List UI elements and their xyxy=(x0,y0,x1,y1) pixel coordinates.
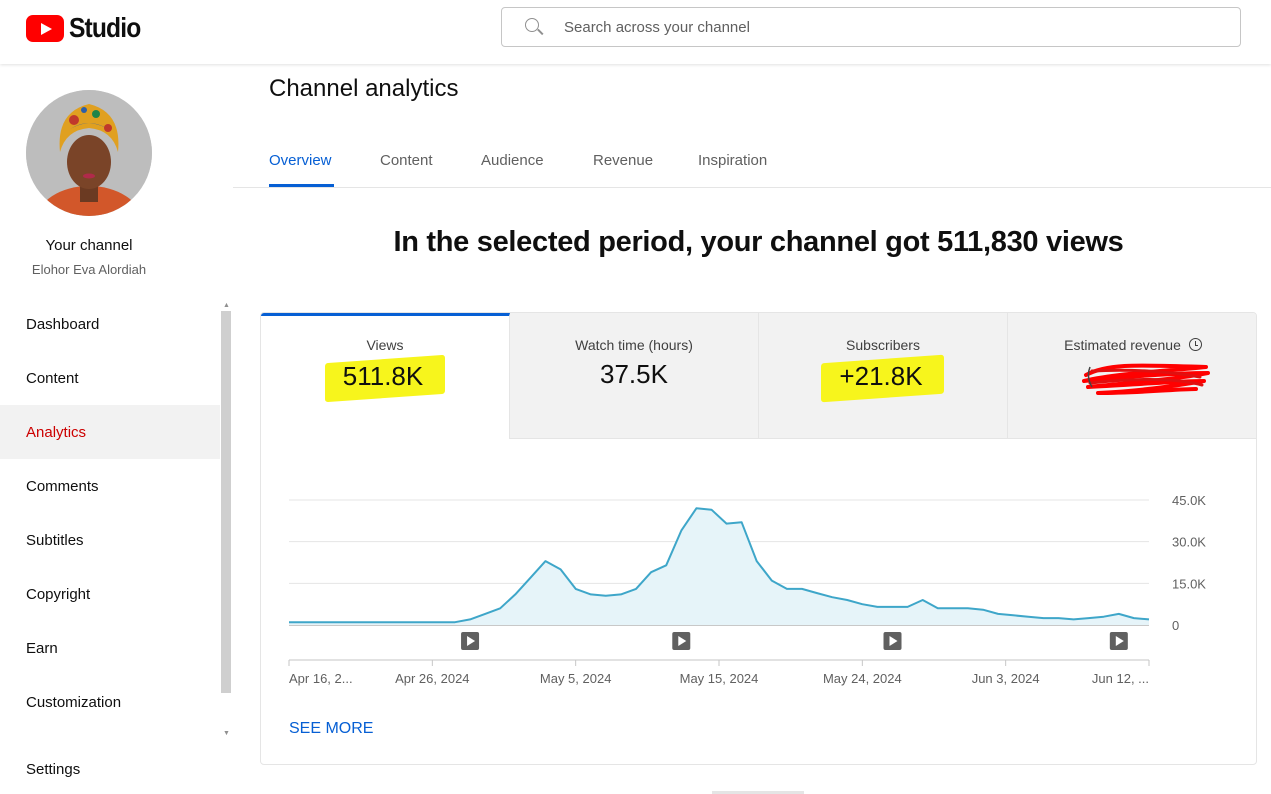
sidebar-item-customization[interactable]: Customization xyxy=(0,675,220,729)
sidebar-item-label: Customization xyxy=(26,693,122,711)
x-tick-label: Apr 16, 2... xyxy=(289,671,353,686)
scroll-up-arrow-icon[interactable]: ▲ xyxy=(223,302,230,309)
views-line xyxy=(289,507,1150,624)
page-title: Channel analytics xyxy=(269,75,459,102)
metric-label: Estimated revenue xyxy=(1064,337,1181,353)
sidebar-scrollbar[interactable] xyxy=(221,311,231,693)
headline: In the selected period, your channel got… xyxy=(393,226,1124,258)
sidebar-item-label: Copyright xyxy=(26,585,91,603)
search-icon[interactable] xyxy=(524,17,544,37)
sidebar-item-earn[interactable]: Earn xyxy=(0,621,220,675)
metric-label: Views xyxy=(366,337,404,353)
sidebar-item-label: Settings xyxy=(26,760,81,778)
tab-revenue[interactable]: Revenue xyxy=(593,152,654,169)
sidebar-item-label: Comments xyxy=(26,477,99,495)
see-more-button[interactable]: SEE MORE xyxy=(289,720,374,737)
sidebar-item-settings[interactable]: Settings xyxy=(0,742,220,794)
play-icon xyxy=(889,636,898,646)
sidebar-item-comments[interactable]: Comments xyxy=(0,459,220,513)
x-tick-label: May 5, 2024 xyxy=(540,671,612,686)
clock-icon[interactable] xyxy=(1188,338,1202,351)
metric-value: 511.8K xyxy=(342,361,424,391)
metric-watch-time[interactable]: Watch time (hours) 37.5K xyxy=(510,313,759,439)
analytics-tabs: Overview Content Audience Revenue Inspir… xyxy=(233,140,1271,188)
youtube-play-icon xyxy=(26,14,64,42)
sidebar-item-label: Analytics xyxy=(26,423,87,441)
avatar-image xyxy=(26,90,152,216)
highlight-mark: 511.8K xyxy=(325,359,445,398)
x-tick-label: Jun 12, ... xyxy=(1092,671,1149,686)
tab-content[interactable]: Content xyxy=(380,152,433,169)
sidebar-item-label: Dashboard xyxy=(26,315,100,333)
sidebar-item-content[interactable]: Content xyxy=(0,351,220,405)
sidebar-item-label: Content xyxy=(26,369,79,387)
search-bar[interactable] xyxy=(501,7,1241,47)
metric-value: +21.8K xyxy=(839,361,923,391)
sidebar-item-label: Subtitles xyxy=(26,531,84,549)
bottom-scroll-indicator xyxy=(712,791,804,794)
y-tick-label: 30.0K xyxy=(1172,535,1206,550)
play-icon xyxy=(467,636,476,646)
metric-value-wrap: +21.8K xyxy=(759,359,1007,398)
sidebar-item-subtitles[interactable]: Subtitles xyxy=(0,513,220,567)
tab-overview[interactable]: Overview xyxy=(269,152,332,169)
tab-audience[interactable]: Audience xyxy=(481,152,544,169)
metric-label-wrap: Estimated revenue xyxy=(1008,337,1256,353)
sidebar-item-copyright[interactable]: Copyright xyxy=(0,567,220,621)
sidebar-item-dashboard[interactable]: Dashboard xyxy=(0,297,220,351)
x-tick-label: May 24, 2024 xyxy=(823,671,902,686)
search-input[interactable] xyxy=(564,18,1204,36)
y-tick-label: 0 xyxy=(1172,618,1179,633)
play-icon xyxy=(678,636,687,646)
sidebar-item-analytics[interactable]: Analytics xyxy=(0,405,220,459)
metric-label: Subscribers xyxy=(846,337,920,353)
top-header: Studio xyxy=(0,0,1271,64)
metric-value: 37.5K xyxy=(600,359,668,389)
overview-card: Views 511.8K Watch time (hours) 37.5K Su… xyxy=(260,312,1257,765)
metric-views[interactable]: Views 511.8K xyxy=(261,313,510,439)
your-channel-label: Your channel xyxy=(45,237,133,254)
scroll-down-arrow-icon[interactable]: ▼ xyxy=(223,730,230,737)
logo-text: Studio xyxy=(69,12,141,43)
metric-label: Watch time (hours) xyxy=(575,337,693,353)
y-tick-label: 45.0K xyxy=(1172,493,1206,508)
avatar[interactable] xyxy=(26,90,152,216)
sidebar-item-label: Earn xyxy=(26,639,58,657)
active-tab-indicator xyxy=(269,184,334,187)
tab-inspiration[interactable]: Inspiration xyxy=(698,152,768,169)
views-area xyxy=(289,508,1149,625)
highlight-mark: +21.8K xyxy=(821,359,944,398)
y-tick-label: 15.0K xyxy=(1172,576,1206,591)
play-icon xyxy=(1115,636,1124,646)
redaction-scribble xyxy=(1082,363,1210,395)
views-chart[interactable]: 45.0K 30.0K 15.0K 0 Apr 16, 2... Apr 26, 2024… xyxy=(261,463,1256,708)
sidebar: Your channel Elohor Eva Alordiah Dashboa… xyxy=(0,64,232,794)
channel-name: Elohor Eva Alordiah xyxy=(31,262,147,277)
x-tick-label: Apr 26, 2024 xyxy=(395,671,469,686)
metric-estimated-revenue[interactable]: Estimated revenue xyxy=(1008,313,1256,439)
metric-value-wrap: 511.8K xyxy=(261,359,509,398)
metric-subscribers[interactable]: Subscribers +21.8K xyxy=(759,313,1008,439)
x-tick-label: Jun 3, 2024 xyxy=(972,671,1040,686)
studio-logo[interactable]: Studio xyxy=(26,12,150,44)
x-tick-label: May 15, 2024 xyxy=(680,671,759,686)
